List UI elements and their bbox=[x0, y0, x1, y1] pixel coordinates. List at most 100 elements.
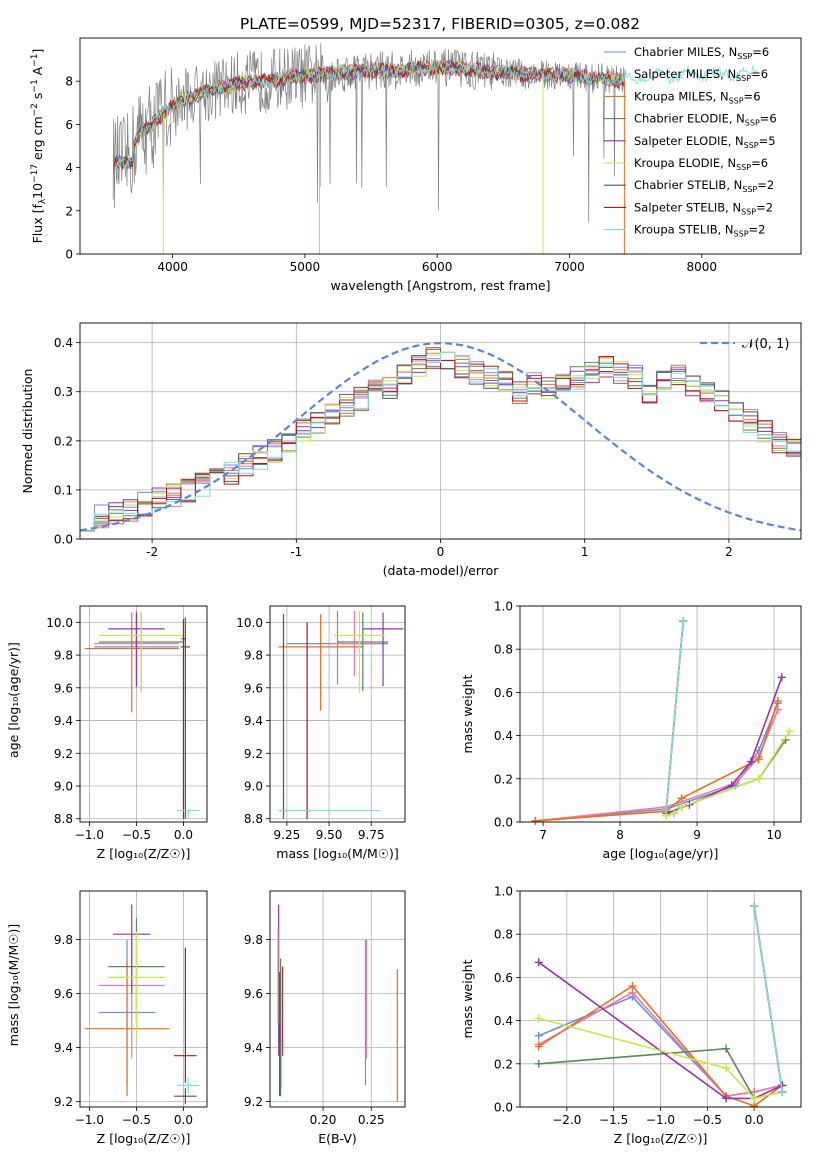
tick-label-x: 2 bbox=[725, 545, 733, 559]
weight-marker bbox=[677, 802, 686, 811]
tick-label-y: 4 bbox=[65, 161, 73, 175]
tick-label-y: 10.0 bbox=[46, 616, 73, 630]
weight-line bbox=[538, 961, 783, 1100]
weight-marker bbox=[746, 757, 755, 766]
tick-label-y: 0.6 bbox=[494, 971, 513, 985]
age-vs-z-frame bbox=[79, 605, 208, 823]
weight-marker bbox=[750, 1101, 759, 1110]
tick-label-x: 9 bbox=[693, 828, 701, 842]
x-axis-label: E(B-V) bbox=[318, 1131, 357, 1146]
weight-marker bbox=[531, 816, 540, 825]
weight-marker bbox=[534, 1014, 543, 1023]
tick-label-y: 9.4 bbox=[54, 1041, 73, 1055]
weight-marker bbox=[662, 805, 671, 814]
legend-label: Kroupa STELIB, NSSP=2 bbox=[634, 223, 766, 239]
tick-label-y: 0.4 bbox=[494, 1014, 513, 1028]
tick-label-x: 0.25 bbox=[358, 1113, 385, 1127]
tick-label-x: 5000 bbox=[290, 260, 321, 274]
weight-marker bbox=[722, 1044, 731, 1053]
tick-label-y: 0.0 bbox=[494, 1101, 513, 1115]
tick-label-x: 1 bbox=[581, 545, 589, 559]
weight-marker bbox=[534, 1031, 543, 1040]
model-line bbox=[113, 60, 625, 170]
weight-marker bbox=[534, 958, 543, 967]
legend-label: Salpeter STELIB, NSSP=2 bbox=[634, 200, 773, 216]
mass-vs-ebv-errorbars bbox=[277, 904, 398, 1102]
tick-label-x: 0.0 bbox=[174, 828, 193, 842]
tick-label-y: 0.4 bbox=[494, 729, 513, 743]
tick-label-x: 0 bbox=[437, 545, 445, 559]
weight-marker bbox=[722, 1094, 731, 1103]
tick-label-y: 9.6 bbox=[244, 681, 263, 695]
tick-label-y: 0 bbox=[65, 248, 73, 262]
weight-line bbox=[753, 905, 784, 1093]
legend-label: Salpeter ELODIE, NSSP=5 bbox=[634, 134, 776, 150]
weight-marker bbox=[534, 1059, 543, 1068]
massweight-vs-age-lines bbox=[531, 617, 794, 825]
tick-label-x: 9.50 bbox=[316, 828, 343, 842]
x-axis-label: age [log₁₀(age/yr)] bbox=[603, 846, 719, 861]
weight-marker bbox=[750, 902, 759, 911]
tick-label-x: −1.0 bbox=[75, 1113, 104, 1127]
tick-label-x: −0.5 bbox=[122, 1113, 151, 1127]
massweight-vs-z-frame bbox=[519, 890, 802, 1108]
weight-marker bbox=[785, 727, 794, 736]
tick-label-y: 9.2 bbox=[54, 747, 73, 761]
massweight-vs-age-frame bbox=[519, 605, 802, 823]
histogram-series bbox=[80, 351, 801, 532]
tick-label-y: 9.0 bbox=[244, 780, 263, 794]
weight-marker bbox=[679, 617, 688, 626]
y-axis-label: mass [log₁₀(M/M☉)] bbox=[6, 924, 21, 1046]
tick-label-x: 6000 bbox=[422, 260, 453, 274]
mass-vs-z-errorbars bbox=[84, 904, 200, 1105]
weight-line bbox=[538, 1017, 783, 1100]
mass-vs-ebv-axes: 0.20 0.25 9.2 9.4 9.6 9.8 E(B-V) bbox=[244, 891, 405, 1146]
tick-label-y: 9.8 bbox=[244, 649, 263, 663]
y-axis-label: age [log₁₀(age/yr)] bbox=[6, 642, 21, 758]
tick-label-x: 0.0 bbox=[174, 1113, 193, 1127]
histogram-steps bbox=[80, 342, 801, 532]
weight-marker bbox=[754, 774, 763, 783]
legend-label: 𝒩(0, 1) bbox=[742, 337, 789, 352]
tick-label-x: 8000 bbox=[687, 260, 718, 274]
tick-label-x: 8 bbox=[616, 828, 624, 842]
tick-label-x: 0.20 bbox=[310, 1113, 337, 1127]
tick-label-y: 8.8 bbox=[244, 812, 263, 826]
x-axis-label: Z [log₁₀(Z/Z☉)] bbox=[97, 1131, 191, 1146]
weight-marker bbox=[754, 755, 763, 764]
age-vs-mass-axes: 9.25 9.50 9.75 8.8 9.0 9.2 9.4 9.6 9.8 10.0 mass [… bbox=[236, 606, 405, 861]
y-axis-label: Normed distribution bbox=[20, 369, 35, 494]
tick-label-y: 9.0 bbox=[54, 780, 73, 794]
legend-label: Kroupa MILES, NSSP=6 bbox=[634, 89, 761, 105]
weight-marker bbox=[773, 697, 782, 706]
tick-label-x: −1.0 bbox=[646, 1113, 675, 1127]
tick-label-x: 7000 bbox=[554, 260, 585, 274]
tick-label-y: 6 bbox=[65, 118, 73, 132]
mass-vs-z-axes: −1.0 −0.5 0.0 9.2 9.4 9.6 9.8 Z [log₁₀(Z/Z☉)] ma… bbox=[6, 891, 207, 1146]
tick-label-x: 0.0 bbox=[745, 1113, 764, 1127]
weight-line bbox=[665, 621, 684, 810]
spectrum-legend: Chabrier MILES, NSSP=6 Salpeter MILES, NS… bbox=[604, 45, 777, 239]
age-vs-z-errorbars bbox=[84, 610, 200, 819]
tick-label-x: -1 bbox=[290, 545, 302, 559]
weight-marker bbox=[750, 1094, 759, 1103]
tick-label-y: 8 bbox=[65, 75, 73, 89]
tick-label-y: 0.1 bbox=[54, 483, 73, 497]
x-axis-label: Z [log₁₀(Z/Z☉)] bbox=[97, 846, 191, 861]
tick-label-y: 9.4 bbox=[244, 714, 263, 728]
x-axis-label: (data-model)/error bbox=[383, 563, 500, 578]
figure-title: PLATE=0599, MJD=52317, FIBERID=0305, z=0… bbox=[240, 15, 640, 33]
y-axis-label: Flux [fλ10−17 erg cm−2 s−1 A−1] bbox=[30, 49, 48, 244]
tick-label-x: −1.5 bbox=[599, 1113, 628, 1127]
tick-label-y: 0.2 bbox=[494, 1057, 513, 1071]
tick-label-y: 9.2 bbox=[244, 1095, 263, 1109]
tick-label-y: 9.2 bbox=[244, 747, 263, 761]
weight-marker bbox=[669, 809, 678, 818]
tick-label-y: 9.8 bbox=[54, 933, 73, 947]
tick-label-y: 9.8 bbox=[54, 649, 73, 663]
weight-marker bbox=[722, 1064, 731, 1073]
normal-curve bbox=[80, 342, 801, 532]
tick-label-x: −1.0 bbox=[75, 828, 104, 842]
tick-label-x: 9.25 bbox=[274, 828, 301, 842]
